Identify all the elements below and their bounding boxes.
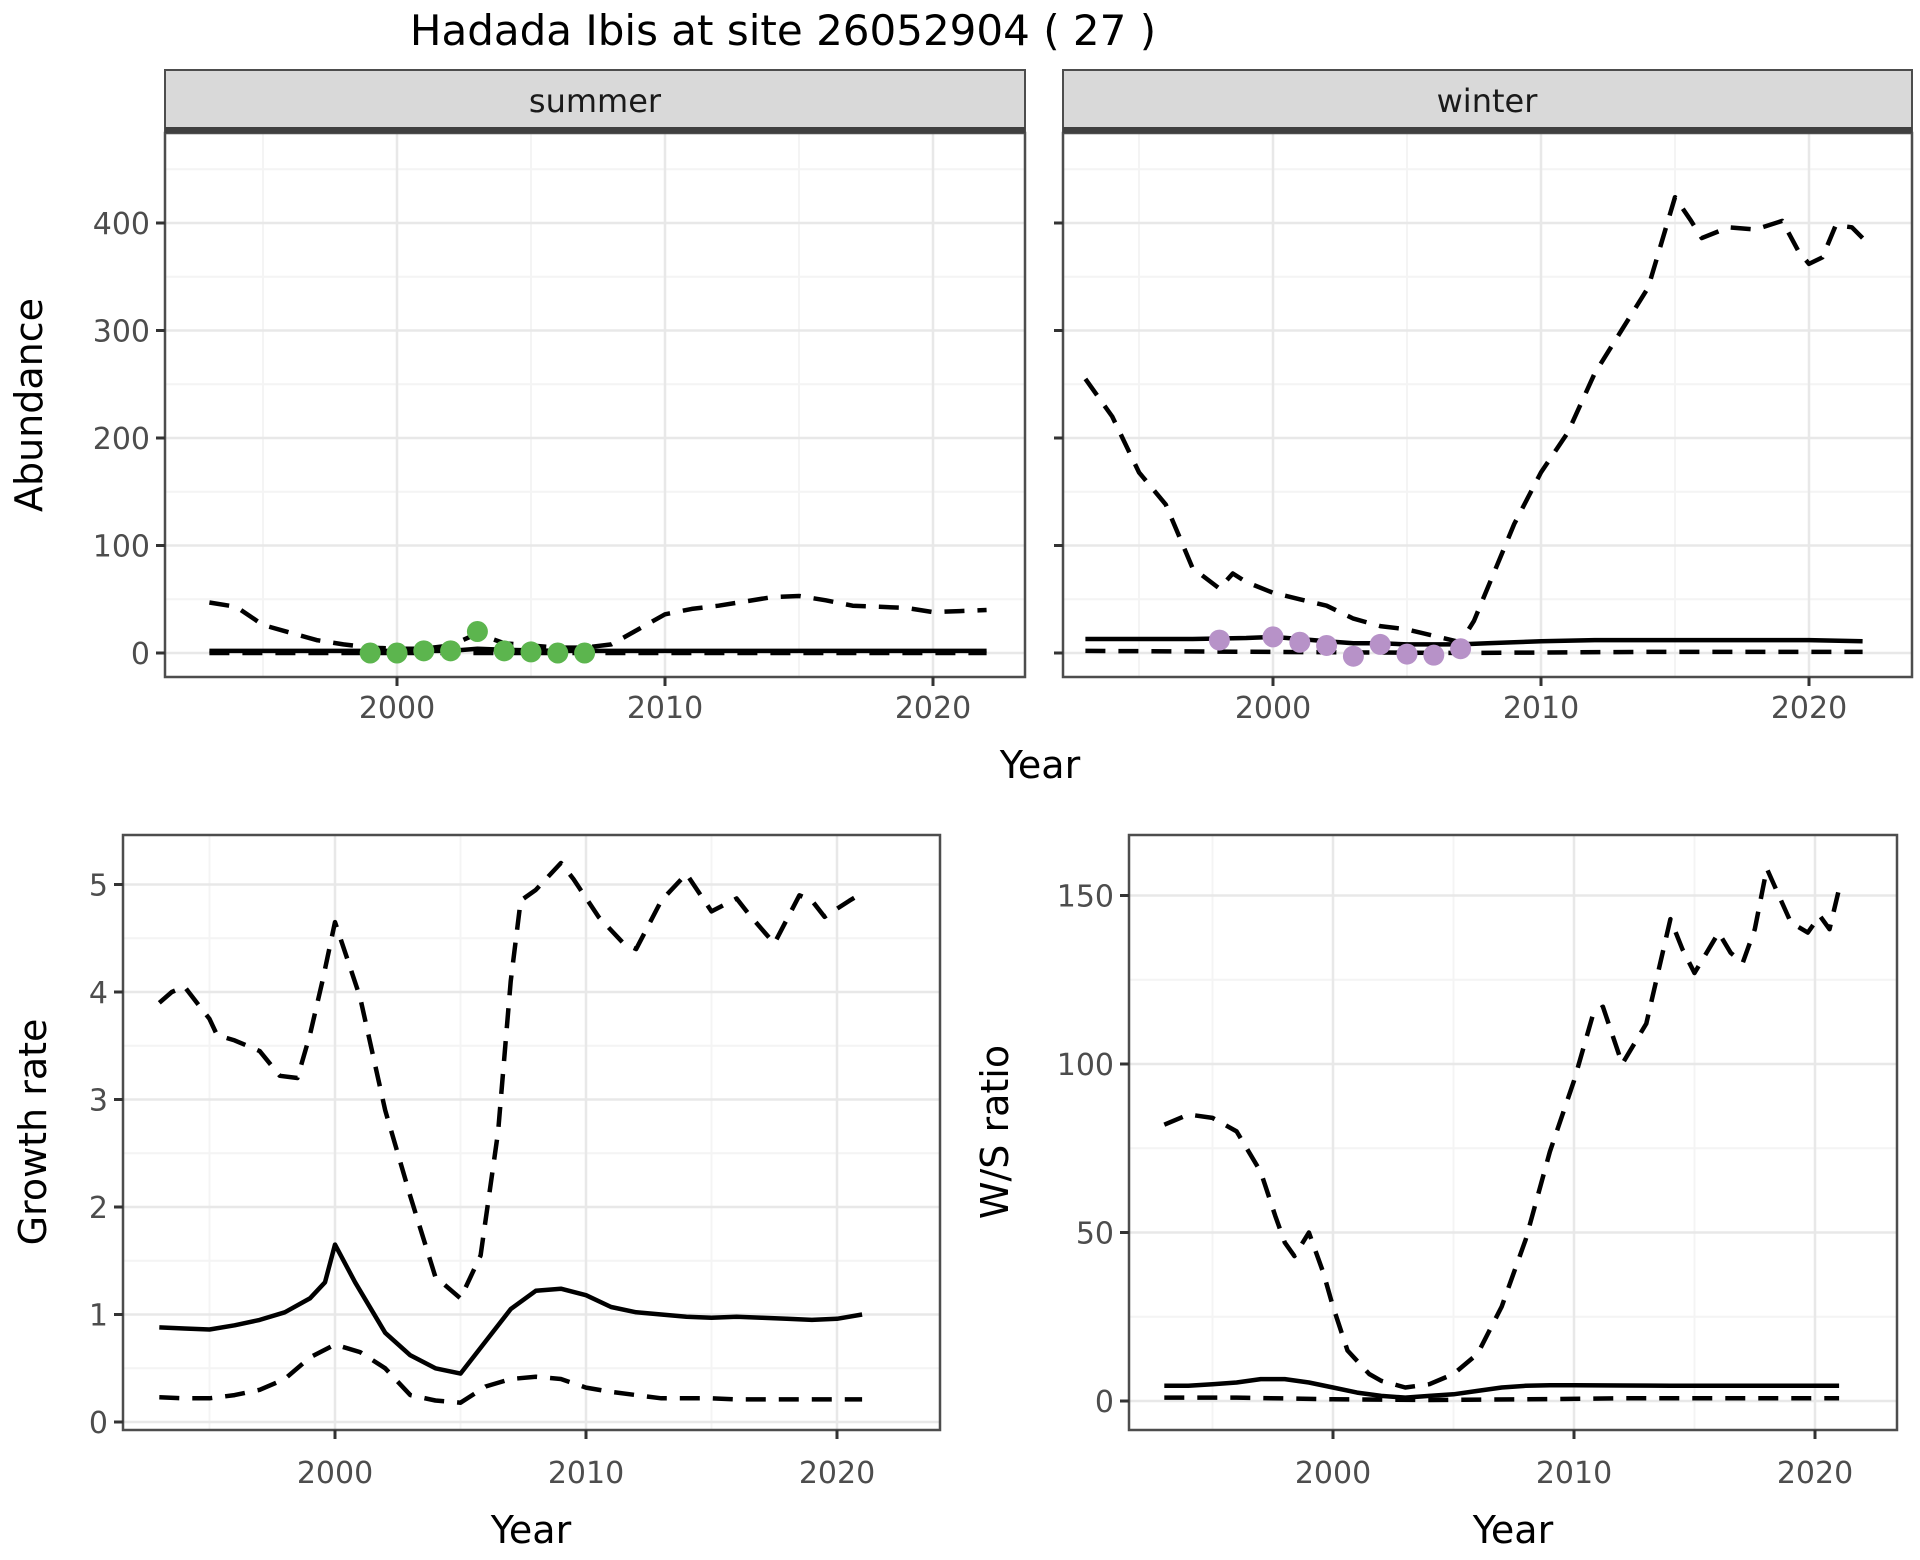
facet-strip-winter: [1062, 69, 1913, 132]
x-tick-label: 2000: [1235, 691, 1311, 726]
panel-growth-rate: 2000 2010 2020 0 1 2 3 4 5: [89, 833, 942, 1491]
y-tick-label: 5: [89, 869, 108, 904]
y-tick-label: 300: [93, 315, 150, 350]
y-tick-label: 400: [93, 207, 150, 242]
observation-point: [1316, 634, 1338, 656]
x-axis-title-bottom-left: Year: [490, 1508, 572, 1552]
abundance-summer-upper-ci-line: [209, 593, 987, 651]
observation-point: [1450, 638, 1472, 660]
observation-point: [1369, 633, 1391, 655]
x-tick-label: 2000: [359, 691, 435, 726]
panel-background: [1063, 133, 1912, 677]
y-tick-label: 150: [1057, 880, 1114, 915]
y-tick-label: 0: [89, 1406, 108, 1441]
ws-ratio-upper-ci-line: [1163, 866, 1842, 1390]
abundance-summer-estimate-line: [209, 646, 987, 654]
observation-point: [1396, 643, 1418, 665]
y-axis-title-ws-ratio: W/S ratio: [973, 1045, 1017, 1219]
panel-background: [1129, 835, 1897, 1430]
observation-point: [413, 640, 435, 662]
observation-point: [520, 641, 542, 663]
x-tick-label: 2020: [799, 1456, 875, 1491]
y-tick-label: 4: [89, 976, 108, 1011]
abundance-winter-observation-points: [1208, 626, 1472, 667]
abundance-winter-estimate-line: [1085, 634, 1863, 647]
facet-strip-winter-bottom-border: [1063, 127, 1912, 133]
observation-point: [1208, 629, 1230, 651]
panel-ws-ratio: 2000 2010 2020 0 50 100 150: [1057, 833, 1899, 1491]
x-tick-label: 2010: [1536, 1456, 1612, 1491]
panel-border: [1127, 833, 1899, 1432]
observation-point: [440, 640, 462, 662]
facet-strip-summer-bottom-border: [165, 127, 1025, 133]
abundance-winter-upper-ci-line: [1083, 194, 1865, 645]
abundance-summer-observation-points: [359, 621, 596, 664]
x-axis-title-bottom-right: Year: [1472, 1508, 1554, 1552]
panel-background: [123, 835, 940, 1430]
x-tick-label: 2020: [1777, 1456, 1853, 1491]
ws-ratio-lower-ci-line: [1164, 1395, 1840, 1403]
observation-point: [547, 642, 569, 664]
panel-background: [165, 133, 1025, 677]
y-axis-title-abundance: Abundance: [7, 298, 51, 512]
growth-rate-estimate-line: [159, 1242, 863, 1376]
observation-point: [1262, 626, 1284, 648]
x-axis-title-top: Year: [999, 743, 1081, 787]
facet-label-winter: winter: [1437, 82, 1539, 120]
chart-title: Hadada Ibis at site 26052904 ( 27 ): [410, 6, 1156, 55]
observation-point: [386, 642, 408, 664]
observation-point: [1289, 631, 1311, 653]
observation-point: [1342, 645, 1364, 667]
x-tick-label: 2000: [297, 1456, 373, 1491]
observation-point: [1423, 644, 1445, 666]
x-tick-label: 2010: [1503, 691, 1579, 726]
y-tick-label: 3: [89, 1084, 108, 1119]
y-tick-label: 50: [1076, 1217, 1114, 1252]
x-tick-label: 2020: [1771, 691, 1847, 726]
y-tick-label: 100: [1057, 1048, 1114, 1083]
x-tick-label: 2020: [895, 691, 971, 726]
facet-label-summer: summer: [529, 82, 662, 120]
ws-ratio-estimate-line: [1164, 1376, 1840, 1400]
x-tick-label: 2010: [627, 691, 703, 726]
y-axis-title-growth-rate: Growth rate: [11, 1019, 55, 1246]
panel-border: [121, 833, 942, 1432]
y-tick-label: 0: [1095, 1385, 1114, 1420]
observation-point: [493, 640, 515, 662]
observation-point: [574, 642, 596, 664]
y-tick-label: 2: [89, 1191, 108, 1226]
panel-abundance-summer: 2000 2010 2020 0 100 200 300 400: [93, 131, 1027, 726]
x-tick-label: 2000: [1295, 1456, 1371, 1491]
x-tick-label: 2010: [548, 1456, 624, 1491]
y-tick-label: 100: [93, 530, 150, 565]
y-tick-label: 200: [93, 422, 150, 457]
y-tick-label: 0: [131, 637, 150, 672]
observation-point: [359, 642, 381, 664]
panel-abundance-winter: 2000 2010 2020: [1054, 131, 1914, 726]
facet-strips: summer winter: [164, 69, 1913, 133]
y-tick-label: 1: [89, 1299, 108, 1334]
growth-rate-upper-ci-line: [157, 860, 864, 1301]
observation-point: [466, 621, 488, 642]
